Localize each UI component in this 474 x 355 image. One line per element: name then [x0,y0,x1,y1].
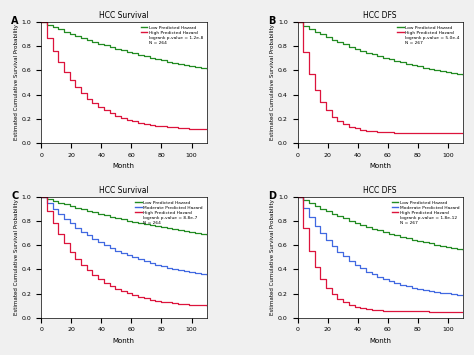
Title: HCC Survival: HCC Survival [99,186,149,195]
X-axis label: Month: Month [113,338,135,344]
Y-axis label: Estimated Cumulative Survival Probability: Estimated Cumulative Survival Probabilit… [14,200,19,315]
Legend: Low Predicted Hazard, High Predicted Hazard, logrank p-value = 5.0e-4, N = 267: Low Predicted Hazard, High Predicted Haz… [395,24,461,46]
Legend: Low Predicted Hazard, Moderate Predicted Hazard, High Predicted Hazard, logrank : Low Predicted Hazard, Moderate Predicted… [391,199,461,226]
Text: A: A [11,16,19,26]
X-axis label: Month: Month [113,163,135,169]
Y-axis label: Estimated Cumulative Survival Probability: Estimated Cumulative Survival Probabilit… [270,200,275,315]
Title: HCC DFS: HCC DFS [364,11,397,20]
Legend: Low Predicted Hazard, High Predicted Hazard, logrank p-value = 1.2e-8, N = 264: Low Predicted Hazard, High Predicted Haz… [139,24,204,46]
Title: HCC DFS: HCC DFS [364,186,397,195]
Y-axis label: Estimated Cumulative Survival Probability: Estimated Cumulative Survival Probabilit… [14,24,19,141]
Y-axis label: Estimated Cumulative Survival Probability: Estimated Cumulative Survival Probabilit… [270,24,275,141]
Text: B: B [268,16,275,26]
Text: C: C [11,191,18,201]
Text: D: D [268,191,276,201]
X-axis label: Month: Month [369,163,391,169]
Title: HCC Survival: HCC Survival [99,11,149,20]
Legend: Low Predicted Hazard, Moderate Predicted Hazard, High Predicted Hazard, logrank : Low Predicted Hazard, Moderate Predicted… [134,199,204,226]
X-axis label: Month: Month [369,338,391,344]
